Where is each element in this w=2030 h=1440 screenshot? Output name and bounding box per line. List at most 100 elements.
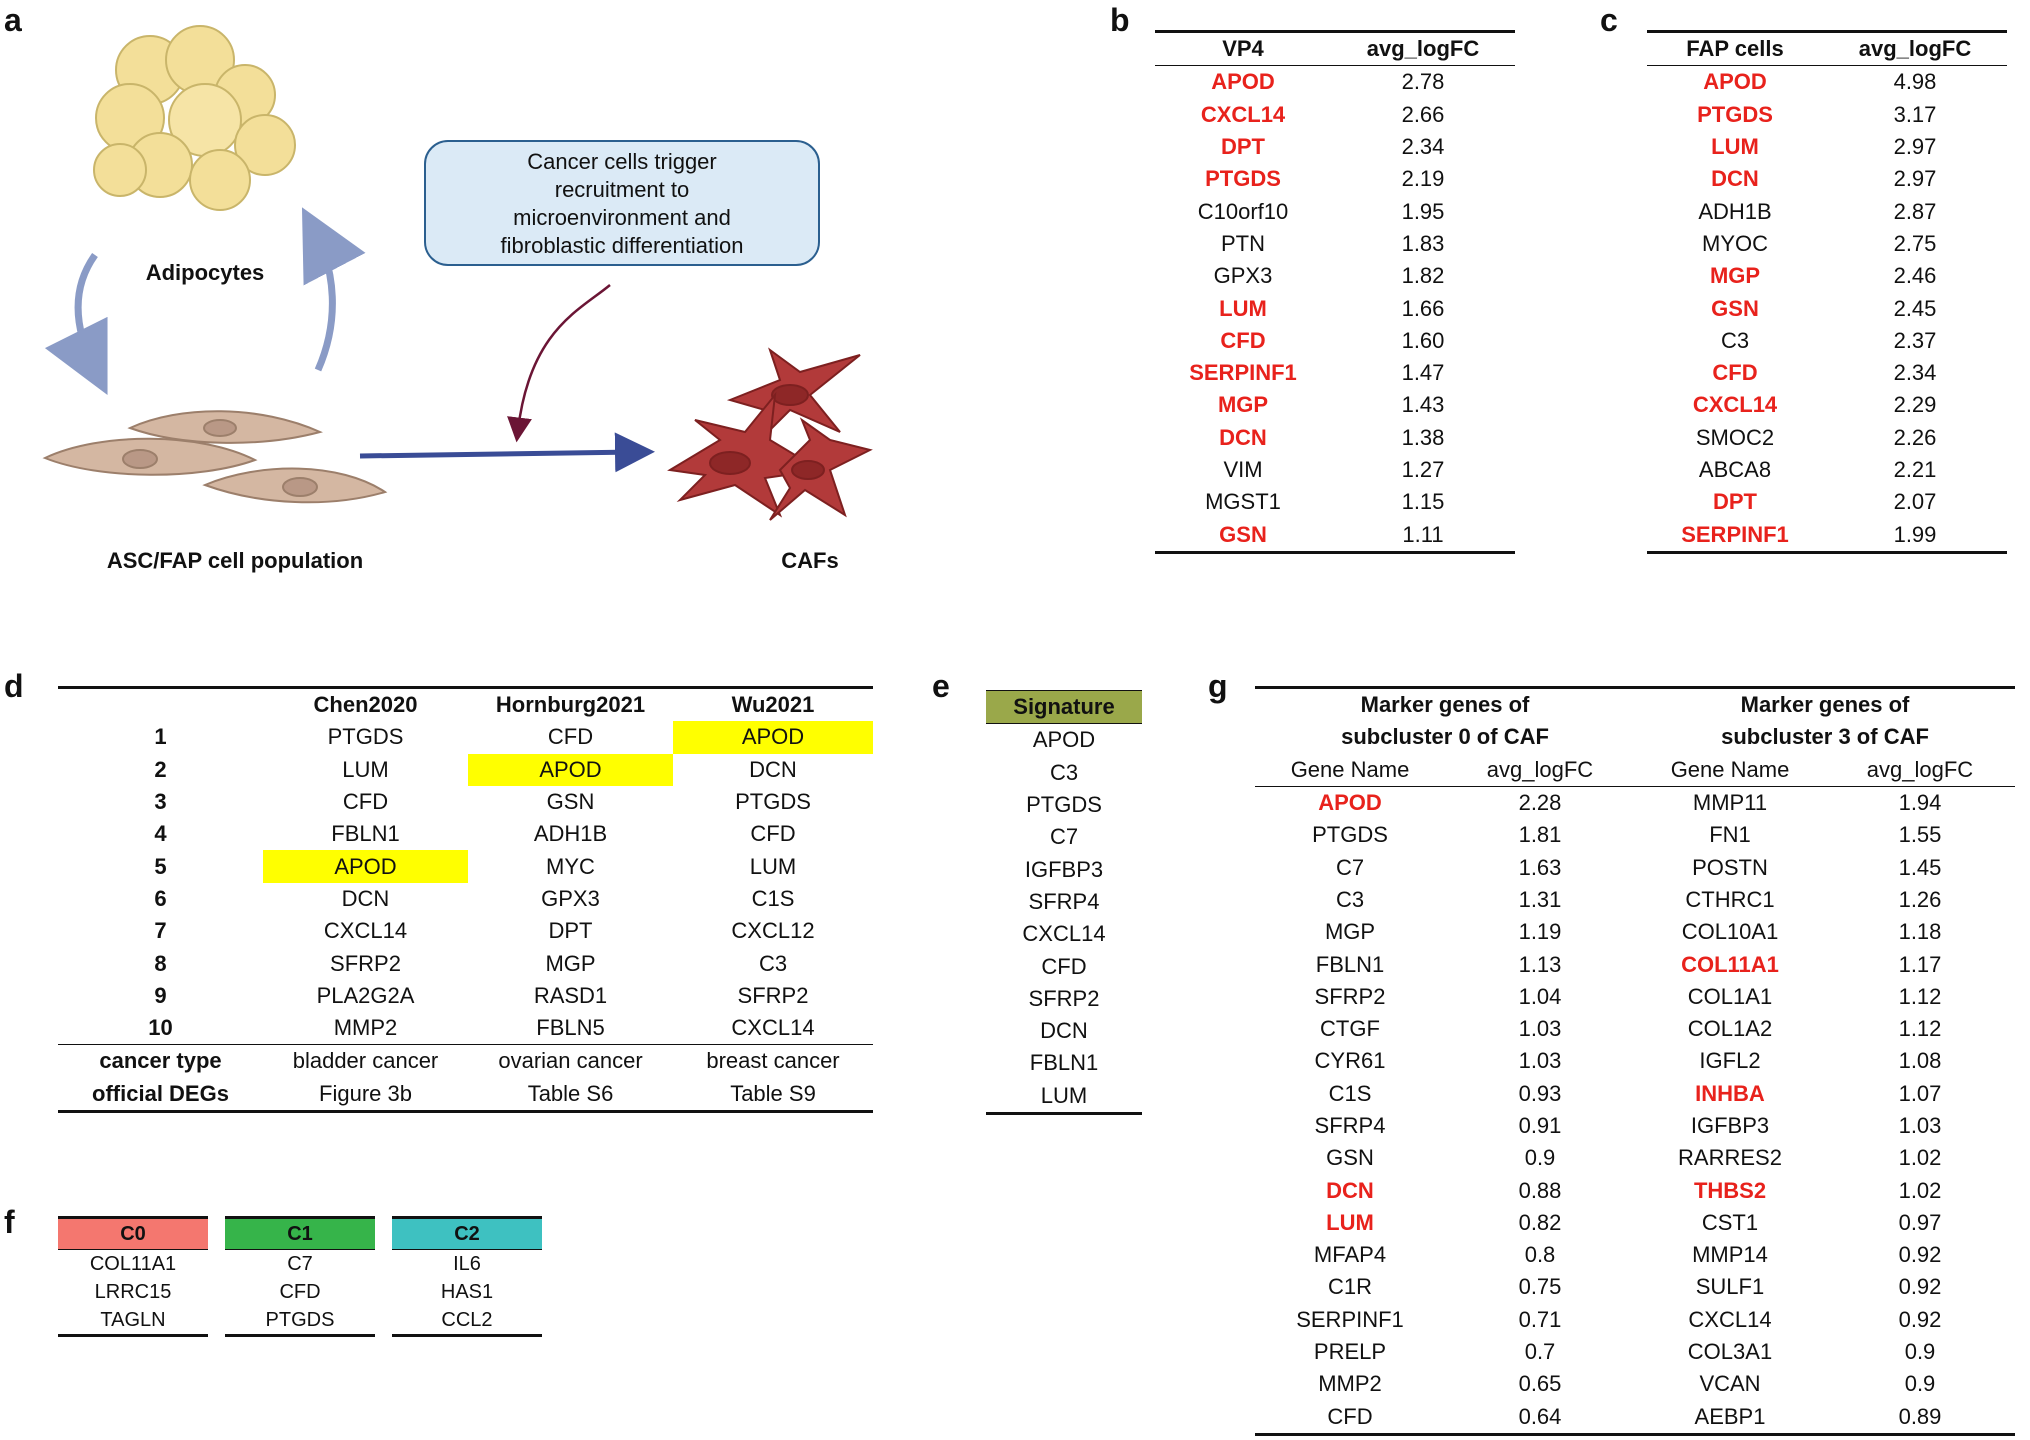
panel-label-g: g [1208,668,1228,704]
value-cell: 2.28 [1518,790,1562,816]
gene-cell: COL1A1 [1687,983,1773,1009]
table-row: HAS1 [392,1278,542,1306]
gene-cell: GPX3 [541,885,600,911]
value-cell: 1.95 [1401,198,1445,224]
panel-label-b: b [1110,2,1130,38]
value-cell: 0.92 [1898,1274,1942,1300]
gene-cell: PTGDS [1312,822,1388,848]
gene-cell: C3 [1720,327,1750,353]
value-cell: 1.02 [1898,1177,1942,1203]
value-cell: 1.27 [1401,457,1445,482]
table-row: COL11A1 [58,1249,208,1279]
table-row: 1 PTGDS CFD APOD [58,721,873,754]
table-row: DCN [986,1015,1142,1047]
gene-cell: SFRP4 [1314,1113,1386,1138]
gene-cell: SERPINF1 [1681,521,1789,547]
gene-cell: CYR61 [1314,1048,1386,1074]
value-cell: 1.17 [1898,951,1942,977]
gene-cell: C3 [1049,759,1079,785]
table-row: FBLN1 [986,1047,1142,1079]
table-row: 4 FBLN1 ADH1B CFD [58,818,873,850]
footer-row: official DEGs Figure 3b Table S6 Table S9 [58,1078,873,1112]
gene-cell: FBLN1 [1315,951,1385,977]
gene-cell: LUM [749,853,797,879]
table-row: IL6 [392,1249,542,1279]
gene-cell: IGFBP3 [1690,1113,1770,1138]
table-row: 8 SFRP2 MGP C3 [58,947,873,979]
table-row: ABCA8 2.21 [1647,454,2007,486]
arrow-down-icon [44,252,108,396]
value-cell: 2.34 [1893,360,1937,386]
panel-label-c: c [1600,2,1618,38]
value-cell: 0.9 [1904,1339,1936,1365]
gene-cell: PTN [1221,230,1265,256]
table-row: CTGF 1.03 COL1A2 1.12 [1255,1013,2015,1045]
cluster-name: C2 [392,1217,542,1250]
table-signature: Signature APOD C3 PTGDS C7 IGFBP3 SFRP4 CXCL14… [986,690,1142,1115]
table-row: CFD [225,1278,375,1306]
header-chen2020: Chen2020 [313,692,418,718]
table-row: SMOC2 2.26 [1647,422,2007,454]
gene-cell: FBLN5 [536,1015,605,1041]
table-row: CXCL14 2.66 [1155,99,1515,131]
table-row: SFRP2 1.04 COL1A1 1.12 [1255,981,2015,1013]
table-row: TAGLN [58,1306,208,1336]
gene-cell: FBLN1 [331,821,400,847]
table-row: CXCL14 2.29 [1647,389,2007,421]
gene-cell: CXCL12 [731,918,815,944]
value-cell: 1.60 [1401,327,1445,353]
rank-cell: 2 [154,756,167,782]
table-row: MYOC 2.75 [1647,228,2007,260]
table-row: DCN 0.88 THBS2 1.02 [1255,1174,2015,1206]
gene-cell: CXCL14 [323,918,408,944]
box-line: fibroblastic differentiation [500,233,744,258]
gene-cell: POSTN [1692,854,1768,880]
table-row: CFD 2.34 [1647,357,2007,389]
gene-cell: PTGDS [1026,792,1102,818]
gene-cell: PRELP [1313,1339,1387,1365]
gene-cell: CFD [279,1280,321,1303]
value-cell: 0.75 [1518,1274,1562,1300]
gene-cell: GSN [546,789,595,815]
gene-cell: DCN [1040,1018,1088,1044]
value-cell: 0.64 [1518,1403,1562,1429]
gene-cell: ADH1B [533,821,608,847]
table-row: CFD 1.60 [1155,325,1515,357]
header-fap-cells: FAP cells [1686,36,1784,62]
gene-cell: MMP2 [1318,1371,1382,1397]
table-row: SERPINF1 1.47 [1155,357,1515,389]
gene-cell: RARRES2 [1678,1145,1782,1171]
value-cell: 2.37 [1893,327,1937,353]
gene-cell: MGP [545,950,596,976]
gene-cell: SMOC2 [1695,424,1775,450]
gene-cell: GSN [1326,1145,1374,1171]
asc-fap-label: ASC/FAP cell population [106,548,364,573]
rank-cell: 5 [154,853,167,879]
gene-cell: LUM [1219,295,1267,321]
table-row: ADH1B 2.87 [1647,195,2007,227]
value-cell: 2.97 [1893,166,1937,192]
gene-cell: MMP11 [1692,790,1768,816]
gene-cell: CXCL14 [731,1015,815,1041]
gene-cell: LRRC15 [94,1280,172,1303]
value-cell: 2.78 [1401,69,1445,95]
table-row: DPT 2.07 [1647,486,2007,518]
gene-cell: DCN [1326,1177,1374,1203]
gene-cell: SFRP4 [1028,888,1100,914]
group-header-line: Marker genes of [1360,692,1530,718]
table-row: CXCL14 [986,918,1142,950]
gene-cell: CXCL14 [1692,392,1778,418]
group-header-subcluster-3: Marker genes of [1635,688,2015,722]
table-row: LUM 1.66 [1155,292,1515,324]
gene-cell: C3 [1335,886,1365,912]
gene-cell: DCN [1219,424,1267,450]
header-hornburg2021: Hornburg2021 [495,692,646,718]
adipocytes-label: Adipocytes [145,260,265,285]
box-line: recruitment to [554,177,690,202]
gene-cell: SFRP2 [330,950,401,976]
gene-cell: FN1 [1709,822,1751,848]
cluster-name: C1 [225,1217,375,1250]
gene-cell: APOD [1032,727,1096,753]
value-cell: 0.91 [1518,1113,1562,1138]
subheader-gene-name: Gene Name [1670,756,1790,782]
